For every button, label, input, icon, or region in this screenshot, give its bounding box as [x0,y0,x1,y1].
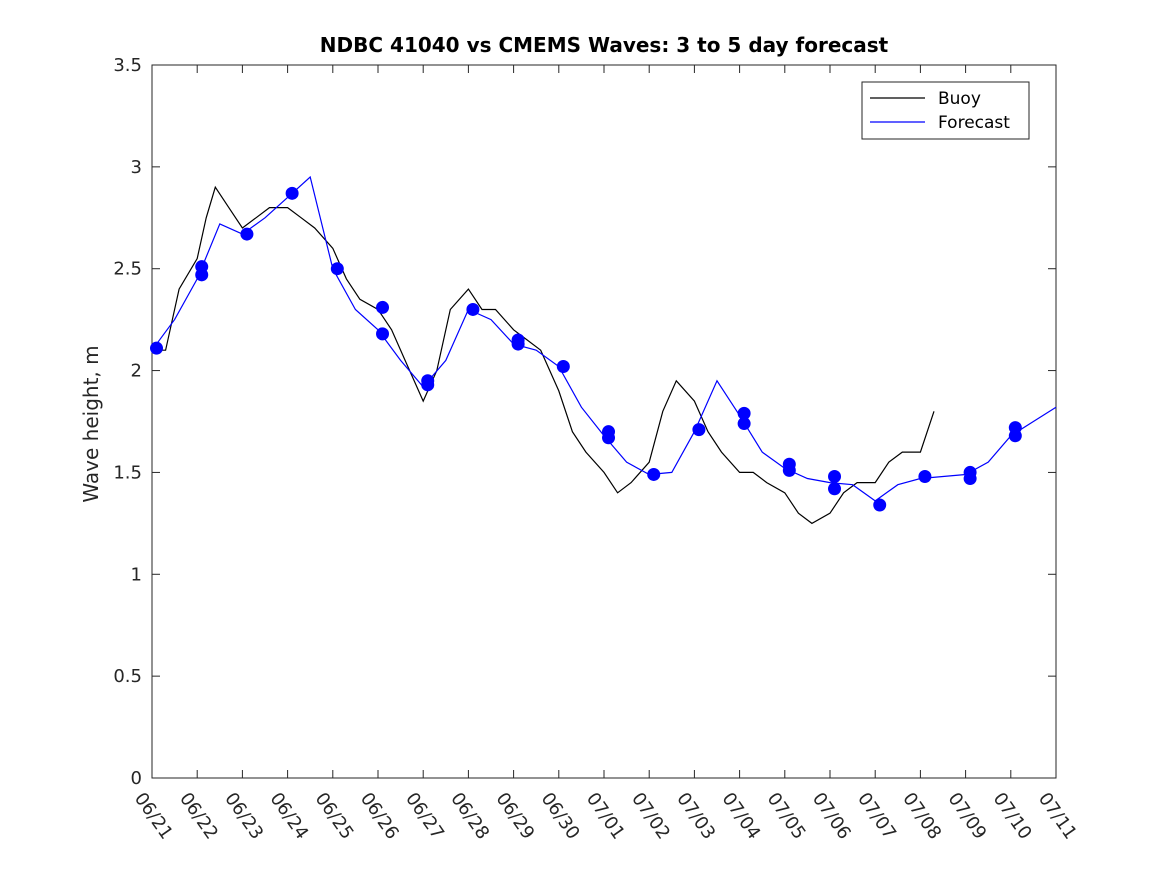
forecast-marker [330,262,344,276]
y-tick-label: 0 [131,768,142,789]
x-tick-label: 06/30 [537,789,584,844]
forecast-marker [421,378,435,392]
forecast-marker [737,406,751,420]
x-tick-label: 07/09 [944,789,991,844]
forecast-marker [828,470,842,484]
forecast-marker [692,423,706,437]
y-axis-label: Wave height, m [79,345,103,502]
forecast-marker [873,498,887,512]
series-line-buoy [152,185,935,525]
y-tick-label: 1 [131,564,142,585]
y-tick-label: 3.5 [113,55,142,76]
y-axis-ticks: 0 0.5 1 1.5 2 2.5 3 3.5 [113,55,1056,789]
forecast-marker [647,467,661,481]
forecast-marker [556,359,570,373]
forecast-marker [963,472,977,486]
x-tick-label: 06/26 [356,789,403,844]
x-tick-label: 06/23 [220,789,267,844]
legend: Buoy Forecast [861,81,1030,140]
forecast-marker [285,186,299,200]
forecast-marker [737,417,751,431]
x-tick-label: 07/10 [989,789,1036,844]
forecast-marker [240,227,254,241]
legend-box [861,81,1030,140]
forecast-marker [511,337,525,351]
x-tick-label: 07/11 [1034,789,1081,844]
forecast-marker [828,482,842,496]
legend-label-forecast: Forecast [938,113,1010,133]
forecast-marker [376,327,390,341]
marker-layer [150,186,1022,512]
legend-label-buoy: Buoy [938,89,981,109]
x-tick-label: 07/02 [627,789,674,844]
x-tick-label: 06/22 [175,789,222,844]
y-tick-label: 2.5 [113,259,142,280]
y-tick-label: 3 [131,157,142,178]
forecast-marker [782,463,796,477]
x-tick-label: 07/06 [808,789,855,844]
chart-title: NDBC 41040 vs CMEMS Waves: 3 to 5 day fo… [320,33,889,57]
x-tick-label: 07/03 [672,789,719,844]
forecast-marker [195,268,209,282]
y-tick-label: 2 [131,361,142,382]
x-tick-label: 07/07 [853,789,900,844]
plot-frame [151,64,1057,779]
y-tick-label: 1.5 [113,462,142,483]
x-tick-label: 06/25 [311,789,358,844]
plot-area [151,64,1057,779]
x-tick-label: 06/21 [130,789,177,844]
forecast-marker [602,431,616,445]
x-tick-label: 06/29 [492,789,539,844]
x-tick-label: 07/05 [763,789,810,844]
x-tick-label: 07/08 [898,789,945,844]
y-tick-label: 0.5 [113,666,142,687]
x-tick-label: 07/01 [582,789,629,844]
forecast-marker [466,302,480,316]
forecast-marker [376,300,390,314]
x-tick-label: 06/28 [446,789,493,844]
x-tick-label: 06/24 [266,789,313,844]
x-tick-label: 07/04 [718,789,765,844]
x-tick-label: 06/27 [401,789,448,844]
forecast-marker [918,470,932,484]
forecast-marker [150,341,164,355]
forecast-marker [1008,429,1022,443]
